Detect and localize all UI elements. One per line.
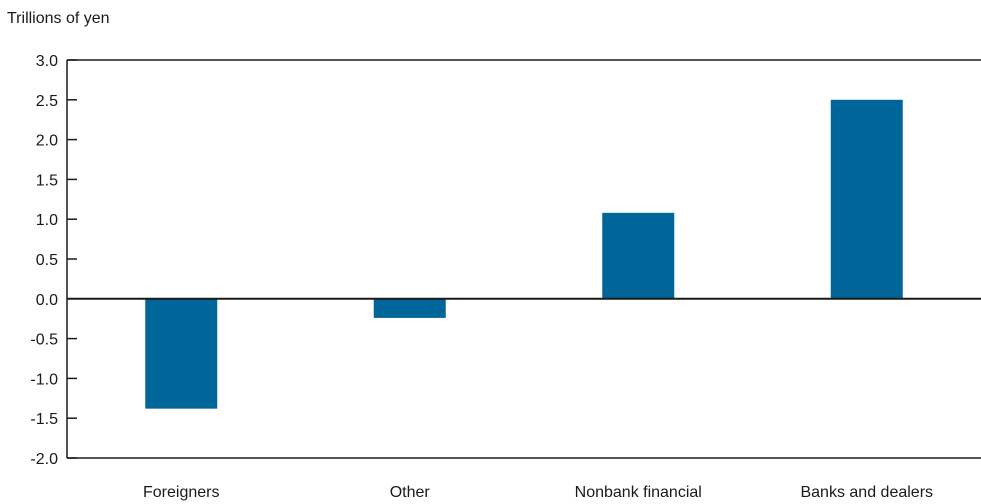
bars: [145, 99, 903, 409]
y-tick-label: 2.5: [36, 93, 58, 110]
x-category-label: Foreigners: [143, 484, 219, 501]
x-category-labels: Foreigners Other Nonbank financial Banks an…: [143, 484, 933, 501]
y-tick-label: 1.0: [36, 212, 58, 229]
y-tick-label: 0.5: [36, 252, 58, 269]
bar-nonbank-financial: [602, 212, 675, 299]
y-tick-label: -1.0: [30, 371, 58, 388]
y-tick-label: 1.5: [36, 172, 58, 189]
y-tick-label: -0.5: [30, 332, 58, 349]
y-tick-label: 2.0: [36, 133, 58, 150]
x-category-label: Banks and dealers: [800, 484, 933, 501]
axes: [66, 59, 981, 459]
y-tick-labels: 3.0 2.5 2.0 1.5 1.0 0.5 0.0 -0.5 -1.0 -1.5 -2.0: [30, 53, 58, 468]
bar-other: [373, 298, 446, 318]
y-axis-unit-label: Trillions of yen: [7, 10, 110, 27]
bar-foreigners: [145, 298, 218, 409]
x-category-label: Nonbank financial: [575, 484, 702, 501]
bar-banks-and-dealers: [830, 99, 903, 299]
y-tick-label: -1.5: [30, 411, 58, 428]
x-category-label: Other: [390, 484, 431, 501]
y-tick-label: -2.0: [30, 451, 58, 468]
y-tick-label: 0.0: [36, 292, 58, 309]
y-tick-label: 3.0: [36, 53, 58, 70]
